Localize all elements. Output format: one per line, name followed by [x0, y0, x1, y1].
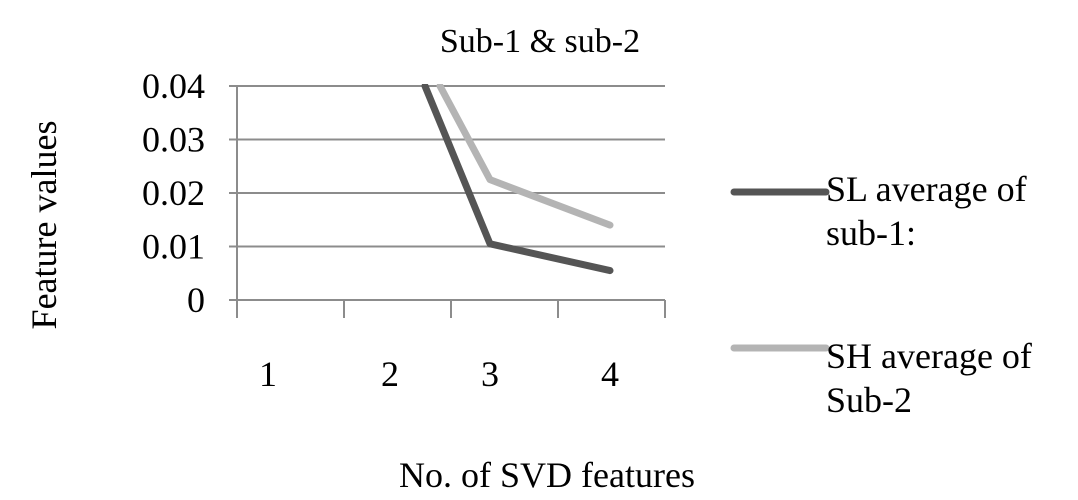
y-tick-label-0: 0 [187, 280, 205, 320]
gridlines [237, 85, 665, 248]
x-tick-label-4: 4 [601, 354, 619, 394]
series-line-2 [436, 84, 614, 229]
x-tick-label-1: 1 [259, 354, 277, 394]
x-axis-label: No. of SVD features [399, 455, 695, 495]
y-tick-labels: 0 0.01 0.02 0.03 0.04 [142, 66, 205, 320]
legend-swatches [730, 188, 830, 352]
y-tick-label-0.02: 0.02 [142, 173, 205, 213]
x-tick-label-3: 3 [481, 354, 499, 394]
y-tick-label-0.03: 0.03 [142, 120, 205, 160]
legend-label-sh-sub-2: SH average of Sub-2 [826, 336, 1032, 420]
legend-label-sl-sub-1: SL average of sub-1: [826, 169, 1027, 253]
x-tick-labels: 1 2 3 4 [259, 354, 619, 394]
chart-title: Sub-1 & sub-2 [440, 23, 640, 60]
series-lines [421, 84, 614, 275]
axes [229, 85, 666, 318]
series-line-1 [421, 84, 614, 275]
y-tick-label-0.04: 0.04 [142, 66, 205, 106]
y-tick-label-0.01: 0.01 [142, 227, 205, 267]
x-tick-label-2: 2 [381, 354, 399, 394]
y-axis-label: Feature values [24, 121, 64, 330]
